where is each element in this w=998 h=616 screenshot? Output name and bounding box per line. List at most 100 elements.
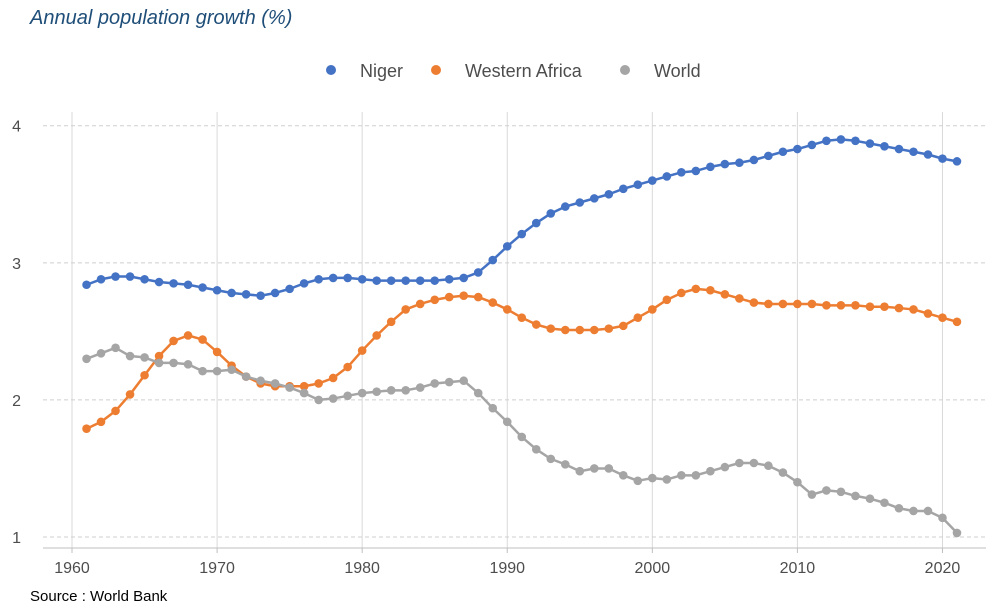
data-point bbox=[299, 279, 309, 288]
y-tick-label: 2 bbox=[12, 393, 21, 410]
data-point bbox=[604, 189, 614, 199]
data-point bbox=[836, 487, 846, 497]
data-point bbox=[894, 144, 904, 154]
data-point bbox=[328, 273, 338, 283]
data-point bbox=[546, 324, 556, 333]
data-point bbox=[691, 166, 701, 176]
data-point bbox=[531, 320, 541, 329]
data-point bbox=[82, 424, 91, 434]
data-point bbox=[357, 388, 367, 398]
data-point bbox=[386, 386, 396, 395]
axis-layer: 1960 1970 1980 1990 2000 2010 2020 1 2 3 4 bbox=[12, 119, 986, 577]
data-point bbox=[662, 172, 672, 181]
data-point bbox=[241, 290, 251, 299]
data-point bbox=[96, 417, 106, 427]
data-point bbox=[880, 498, 889, 508]
x-tick-label: 2000 bbox=[635, 560, 671, 577]
data-point bbox=[662, 475, 672, 484]
data-point bbox=[154, 351, 164, 361]
data-point bbox=[82, 280, 91, 290]
data-point bbox=[430, 295, 440, 305]
data-point bbox=[299, 381, 309, 391]
data-point bbox=[140, 274, 149, 284]
data-point bbox=[517, 229, 527, 239]
legend-item-western-africa[interactable]: Western Africa bbox=[431, 61, 583, 81]
data-point bbox=[822, 486, 831, 495]
data-point bbox=[299, 388, 309, 398]
data-point bbox=[909, 506, 918, 516]
data-point bbox=[256, 376, 265, 386]
data-point bbox=[343, 362, 352, 372]
data-point bbox=[560, 202, 570, 211]
data-point bbox=[96, 349, 106, 358]
data-point bbox=[227, 288, 236, 298]
y-tick-label: 1 bbox=[12, 530, 21, 547]
data-point bbox=[444, 274, 454, 284]
data-point bbox=[807, 490, 817, 499]
data-point bbox=[909, 305, 918, 314]
data-point bbox=[372, 387, 381, 396]
data-point bbox=[633, 476, 643, 486]
data-point bbox=[328, 394, 338, 403]
data-point bbox=[343, 273, 352, 283]
x-tick-label: 1960 bbox=[54, 560, 90, 577]
data-point bbox=[749, 458, 759, 468]
data-point bbox=[619, 471, 628, 480]
data-point bbox=[183, 280, 193, 290]
data-point bbox=[386, 317, 396, 327]
data-point bbox=[938, 513, 947, 523]
data-point bbox=[720, 290, 730, 299]
data-point bbox=[691, 284, 701, 294]
data-point bbox=[372, 331, 381, 340]
data-point bbox=[357, 346, 367, 355]
data-point bbox=[648, 305, 657, 314]
data-point bbox=[706, 466, 715, 476]
data-point bbox=[154, 358, 164, 368]
legend-item-niger[interactable]: Niger bbox=[326, 61, 403, 81]
data-point bbox=[125, 272, 135, 281]
data-point bbox=[589, 194, 599, 203]
chart-title: Annual population growth (%) bbox=[30, 7, 293, 29]
data-point bbox=[241, 372, 251, 381]
data-point bbox=[125, 390, 135, 399]
data-point bbox=[720, 159, 730, 169]
data-point bbox=[662, 295, 672, 305]
data-point bbox=[619, 184, 628, 194]
data-point bbox=[691, 471, 701, 480]
data-point bbox=[604, 464, 614, 473]
data-point bbox=[488, 403, 498, 413]
data-point bbox=[285, 383, 294, 392]
data-point bbox=[836, 135, 846, 144]
data-point bbox=[111, 406, 120, 416]
data-point bbox=[778, 299, 788, 309]
data-point bbox=[575, 198, 585, 207]
data-point bbox=[865, 302, 875, 311]
data-point bbox=[677, 471, 686, 480]
data-point bbox=[459, 273, 469, 283]
data-point bbox=[314, 274, 323, 284]
data-point bbox=[270, 379, 280, 388]
data-point bbox=[169, 358, 178, 368]
data-point bbox=[502, 242, 512, 251]
data-point bbox=[793, 144, 802, 154]
x-tick-label: 2020 bbox=[925, 560, 961, 577]
data-point bbox=[125, 351, 135, 361]
data-point bbox=[328, 373, 338, 383]
data-point bbox=[473, 388, 483, 398]
x-tick-label: 1970 bbox=[199, 560, 235, 577]
data-point bbox=[430, 276, 440, 285]
legend[interactable]: Niger Western Africa World bbox=[326, 61, 701, 81]
data-point bbox=[546, 209, 556, 218]
data-point bbox=[459, 376, 469, 386]
legend-item-world[interactable]: World bbox=[620, 61, 701, 81]
legend-label: Western Africa bbox=[465, 61, 583, 81]
data-point bbox=[735, 158, 744, 168]
grid-layer bbox=[43, 112, 986, 548]
data-point bbox=[560, 460, 570, 469]
data-point bbox=[198, 283, 207, 292]
data-point bbox=[706, 285, 715, 295]
data-point bbox=[227, 365, 236, 375]
data-point bbox=[923, 506, 933, 516]
data-point bbox=[677, 288, 686, 298]
data-point bbox=[851, 136, 860, 146]
